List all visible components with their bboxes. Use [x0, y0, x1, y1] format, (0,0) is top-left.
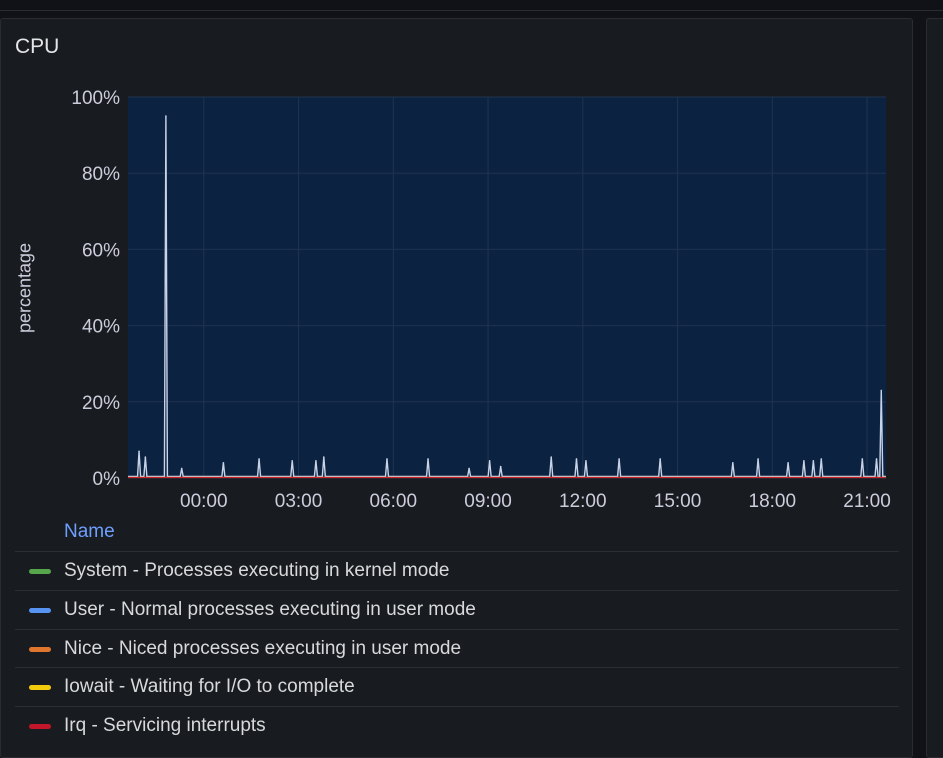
spike-point — [222, 461, 225, 464]
spike-point — [732, 461, 734, 464]
series-line-total — [128, 116, 886, 478]
y-axis-ticks: 0% 20% 40% 60% 80% 100% — [71, 88, 120, 490]
spike-point — [165, 115, 167, 117]
x-axis-ticks: 00:00 03:00 06:00 09:00 12:00 15:00 18:00 21:00 — [180, 491, 891, 512]
legend-item[interactable]: System - Processes executing in kernel m… — [15, 551, 899, 589]
legend-color-swatch — [29, 724, 51, 730]
legend-item-label: System - Processes executing in kernel m… — [64, 560, 450, 581]
spike-point — [812, 460, 815, 462]
legend-color-swatch — [29, 607, 51, 613]
legend-item-label: Nice - Niced processes executing in user… — [64, 637, 462, 659]
spike-point — [386, 458, 388, 460]
plot-area — [128, 97, 886, 478]
spike-point — [659, 458, 661, 460]
spike-point — [575, 458, 578, 460]
spike-point — [880, 389, 883, 392]
legend-item[interactable]: User - Normal processes executing in use… — [15, 589, 899, 628]
x-tick-label: 15:00 — [654, 491, 702, 512]
legend-item-label: Irq - Servicing interrupts — [64, 715, 266, 737]
legend-header-name[interactable]: Name — [64, 521, 115, 542]
spike-point — [138, 450, 140, 453]
spike-point — [315, 460, 317, 462]
legend-color-swatch — [29, 569, 51, 574]
y-tick-label: 60% — [82, 240, 120, 261]
spike-point — [585, 460, 587, 462]
spike-point — [618, 458, 620, 460]
y-tick-label: 0% — [93, 469, 121, 490]
spike-point — [875, 458, 878, 460]
spike-point — [787, 461, 789, 464]
dashboard-top-bar — [0, 0, 943, 11]
legend-item-label: Iowait - Waiting for I/O to complete — [64, 676, 355, 698]
spike-point — [291, 460, 294, 462]
legend-item[interactable]: Irq - Servicing interrupts — [15, 706, 899, 744]
x-tick-label: 03:00 — [275, 491, 323, 512]
legend-item-label: User - Normal processes executing in use… — [64, 598, 476, 620]
spike-point — [144, 456, 147, 458]
spike-point — [468, 467, 470, 470]
x-tick-label: 18:00 — [749, 491, 797, 512]
spike-point — [550, 456, 553, 458]
y-tick-label: 40% — [82, 317, 120, 338]
legend-color-swatch — [29, 646, 51, 652]
legend-color-swatch — [29, 685, 51, 691]
spike-point — [861, 458, 864, 460]
spike-point — [820, 458, 823, 460]
legend-item[interactable]: Iowait - Waiting for I/O to complete — [15, 667, 899, 705]
spike-point — [499, 465, 502, 468]
y-tick-label: 20% — [82, 393, 120, 414]
x-tick-label: 09:00 — [464, 491, 512, 512]
spike-point — [803, 460, 805, 462]
cpu-chart[interactable]: 0% 20% 40% 60% 80% 100% 00:00 03:00 06:00 09:00 1… — [0, 0, 943, 520]
spike-point — [488, 460, 491, 462]
x-tick-label: 21:00 — [843, 491, 891, 512]
panel-title: CPU — [15, 35, 60, 58]
spike-point — [180, 467, 183, 470]
spike-point — [323, 456, 325, 458]
legend-item[interactable]: Nice - Niced processes executing in user… — [15, 628, 899, 667]
series-lines — [128, 115, 886, 479]
x-tick-label: 00:00 — [180, 491, 228, 512]
spike-point — [427, 458, 429, 460]
x-tick-label: 06:00 — [370, 491, 418, 512]
spike-point — [757, 458, 759, 460]
x-tick-label: 12:00 — [559, 491, 607, 512]
y-tick-label: 80% — [82, 164, 120, 185]
spike-point — [258, 458, 260, 460]
y-tick-label: 100% — [71, 88, 120, 109]
